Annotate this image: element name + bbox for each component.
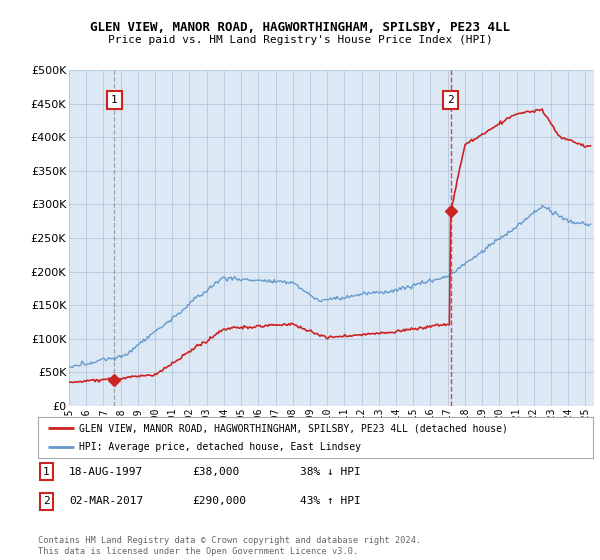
Text: Price paid vs. HM Land Registry's House Price Index (HPI): Price paid vs. HM Land Registry's House … [107, 35, 493, 45]
Text: 2: 2 [43, 496, 50, 506]
Text: GLEN VIEW, MANOR ROAD, HAGWORTHINGHAM, SPILSBY, PE23 4LL (detached house): GLEN VIEW, MANOR ROAD, HAGWORTHINGHAM, S… [79, 423, 508, 433]
Text: 38% ↓ HPI: 38% ↓ HPI [300, 466, 361, 477]
Text: 02-MAR-2017: 02-MAR-2017 [69, 496, 143, 506]
Text: 18-AUG-1997: 18-AUG-1997 [69, 466, 143, 477]
Text: 1: 1 [111, 95, 118, 105]
Text: Contains HM Land Registry data © Crown copyright and database right 2024.
This d: Contains HM Land Registry data © Crown c… [38, 536, 421, 556]
Text: HPI: Average price, detached house, East Lindsey: HPI: Average price, detached house, East… [79, 442, 361, 451]
Text: 2: 2 [447, 95, 454, 105]
Text: 43% ↑ HPI: 43% ↑ HPI [300, 496, 361, 506]
Text: 1: 1 [43, 466, 50, 477]
Text: GLEN VIEW, MANOR ROAD, HAGWORTHINGHAM, SPILSBY, PE23 4LL: GLEN VIEW, MANOR ROAD, HAGWORTHINGHAM, S… [90, 21, 510, 34]
Text: £290,000: £290,000 [192, 496, 246, 506]
Text: £38,000: £38,000 [192, 466, 239, 477]
